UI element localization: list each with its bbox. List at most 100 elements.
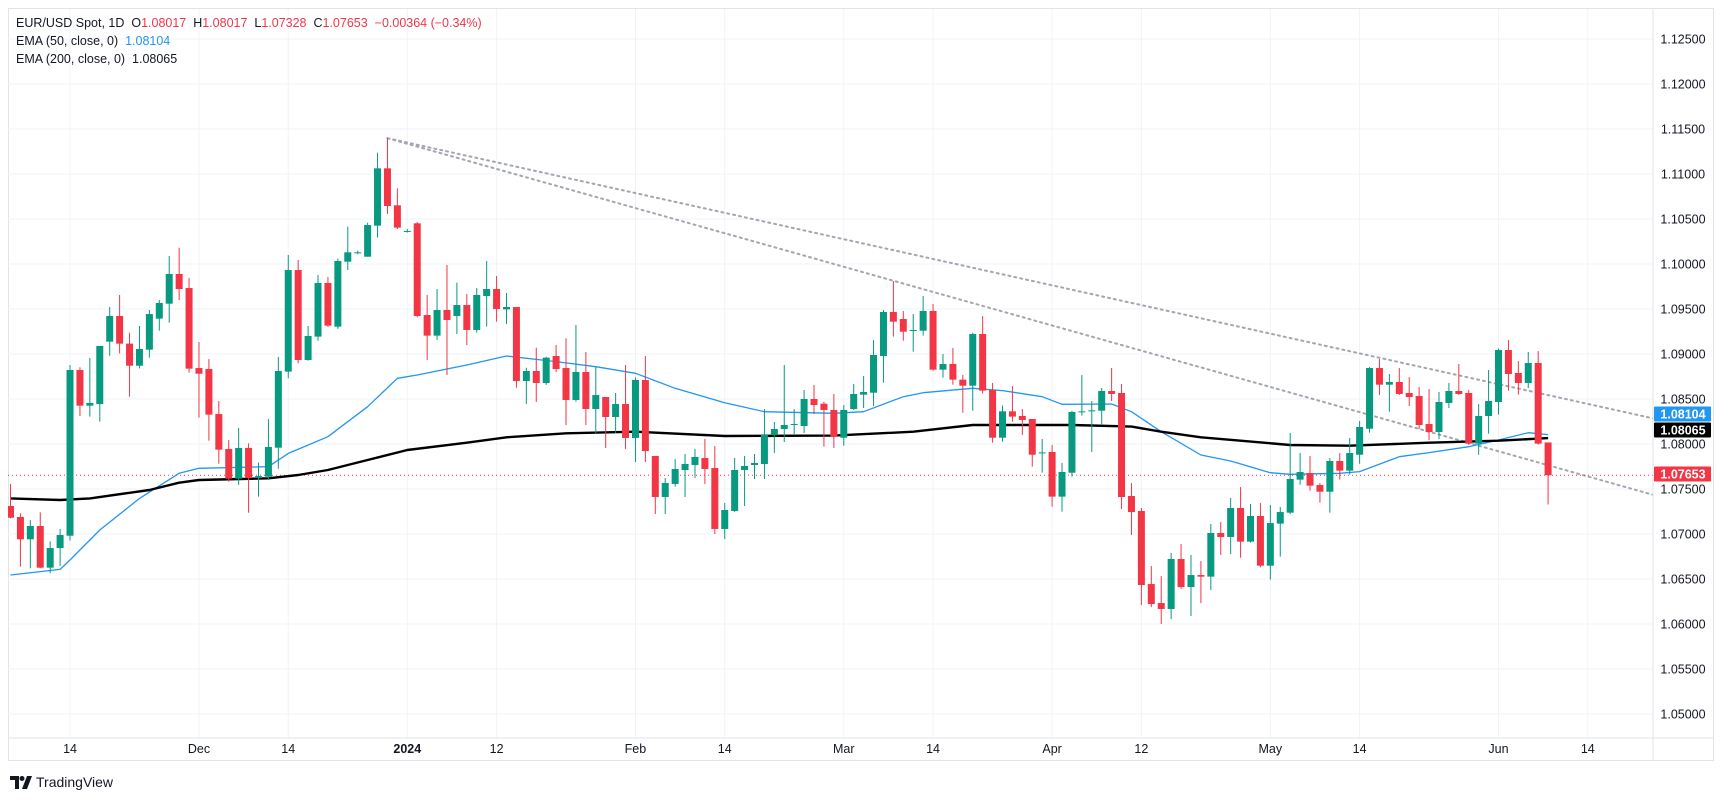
candle[interactable] [1495, 348, 1502, 415]
candle[interactable] [1058, 462, 1066, 512]
candle[interactable] [245, 443, 253, 513]
candle[interactable] [255, 462, 262, 497]
candle[interactable] [453, 282, 461, 335]
candle[interactable] [155, 300, 163, 331]
candle[interactable] [631, 377, 639, 462]
candle[interactable] [1266, 505, 1274, 580]
candle[interactable] [1306, 455, 1314, 491]
candle[interactable] [909, 314, 917, 352]
candle[interactable] [1534, 351, 1542, 445]
candle[interactable] [126, 332, 134, 397]
candle[interactable] [463, 293, 471, 345]
candle[interactable] [1078, 374, 1086, 416]
candle[interactable] [949, 347, 957, 385]
candle[interactable] [711, 445, 719, 534]
candle[interactable] [354, 250, 362, 255]
candle[interactable] [1028, 418, 1036, 467]
candle[interactable] [860, 375, 868, 408]
candle[interactable] [185, 278, 193, 373]
candle[interactable] [175, 247, 183, 300]
candle[interactable] [1544, 442, 1552, 505]
candle[interactable] [1068, 410, 1076, 477]
candle[interactable] [1485, 370, 1493, 434]
candle[interactable] [612, 392, 620, 434]
candle[interactable] [651, 455, 659, 515]
tradingview-logo[interactable]: TradingView [10, 774, 113, 790]
candle[interactable] [512, 307, 520, 388]
candle[interactable] [1167, 552, 1175, 619]
candle[interactable] [364, 222, 372, 257]
candle[interactable] [691, 449, 699, 479]
candle[interactable] [780, 364, 788, 443]
candle[interactable] [820, 401, 828, 447]
candle[interactable] [1237, 487, 1245, 558]
candle[interactable] [751, 453, 758, 480]
candle[interactable] [205, 359, 213, 441]
candle[interactable] [1524, 352, 1532, 389]
candle[interactable] [1048, 444, 1056, 507]
candle[interactable] [1395, 368, 1403, 396]
candle[interactable] [1207, 524, 1215, 590]
candle[interactable] [681, 453, 689, 498]
candle[interactable] [1127, 482, 1135, 535]
candle[interactable] [1227, 498, 1235, 554]
candle[interactable] [641, 355, 649, 462]
candle[interactable] [1098, 388, 1106, 426]
candle[interactable] [850, 383, 858, 410]
candle[interactable] [879, 309, 887, 383]
candle[interactable] [1415, 387, 1423, 429]
candle[interactable] [1336, 453, 1344, 480]
candle[interactable] [770, 422, 778, 453]
candle[interactable] [1286, 433, 1294, 515]
ema50-row[interactable]: EMA (50, close, 0) 1.08104 [16, 32, 482, 50]
candle[interactable] [721, 503, 729, 540]
candle[interactable] [1405, 377, 1413, 407]
candle[interactable] [622, 364, 630, 450]
candle[interactable] [1008, 386, 1016, 422]
candle[interactable] [165, 255, 173, 323]
candle[interactable] [1147, 566, 1155, 607]
candle[interactable] [56, 528, 64, 567]
candle[interactable] [741, 455, 749, 507]
candle[interactable] [899, 310, 907, 341]
candle[interactable] [503, 292, 510, 325]
candle[interactable] [16, 513, 24, 567]
candle[interactable] [284, 255, 292, 379]
candle[interactable] [989, 382, 997, 443]
candle[interactable] [1296, 453, 1304, 485]
candle[interactable] [1177, 543, 1185, 589]
candle[interactable] [235, 427, 243, 486]
candle[interactable] [1366, 366, 1374, 433]
candle[interactable] [1475, 404, 1483, 455]
candle[interactable] [473, 288, 481, 333]
candle[interactable] [1118, 383, 1126, 509]
candle[interactable] [413, 221, 421, 318]
candle[interactable] [1435, 391, 1443, 439]
candle[interactable] [76, 367, 84, 417]
candle[interactable] [36, 512, 44, 569]
candle[interactable] [264, 418, 272, 480]
candle[interactable] [215, 400, 223, 464]
candle[interactable] [1514, 361, 1522, 395]
candle[interactable] [1385, 373, 1393, 412]
candle[interactable] [225, 440, 233, 482]
candle[interactable] [969, 332, 977, 411]
candle[interactable] [1465, 390, 1473, 445]
candle[interactable] [304, 326, 312, 361]
candle[interactable] [1038, 438, 1046, 473]
candle[interactable] [919, 296, 927, 336]
candle[interactable] [1088, 400, 1096, 453]
candle[interactable] [582, 352, 590, 426]
candle[interactable] [760, 408, 768, 480]
candle[interactable] [800, 390, 808, 434]
candle[interactable] [602, 397, 610, 448]
candle[interactable] [810, 384, 818, 415]
candle[interactable] [522, 367, 530, 405]
candle[interactable] [1276, 507, 1284, 557]
candle[interactable] [1018, 408, 1026, 435]
candle[interactable] [1445, 382, 1453, 408]
candle[interactable] [542, 356, 550, 385]
candle[interactable] [1256, 503, 1264, 568]
candle[interactable] [1247, 504, 1254, 543]
